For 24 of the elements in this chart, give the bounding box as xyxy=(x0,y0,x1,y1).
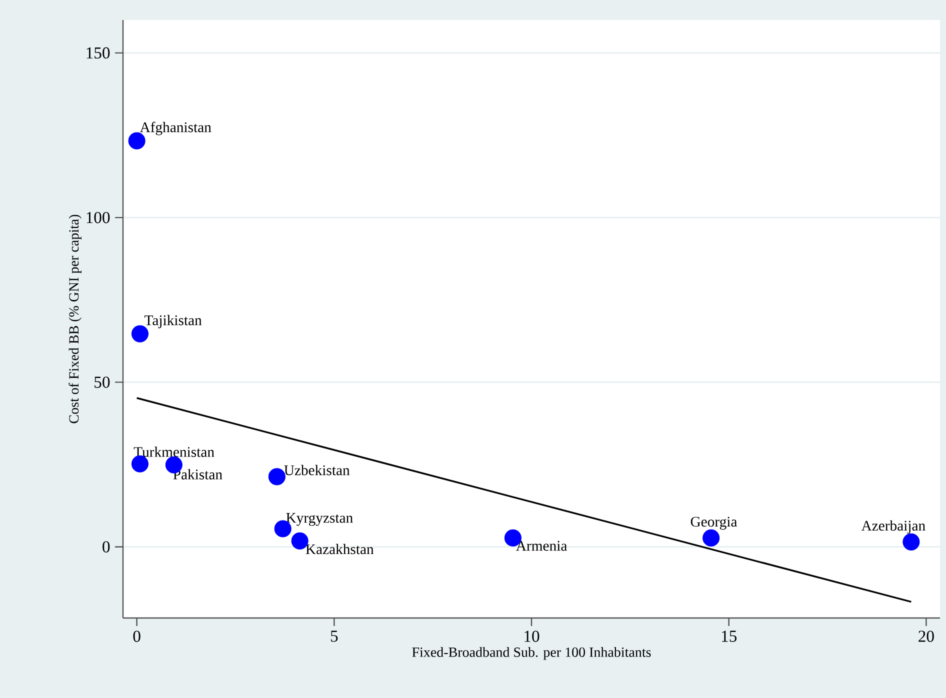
y-tick-label: 100 xyxy=(86,212,110,224)
annotation: Georgia xyxy=(690,516,738,530)
x-tick-label: 15 xyxy=(722,630,737,642)
point xyxy=(131,455,149,472)
y-tick-label: 50 xyxy=(94,376,110,388)
y-tick-label: 0 xyxy=(102,541,110,552)
point xyxy=(902,533,920,550)
annotation: Armenia xyxy=(516,540,568,551)
annotation: Kazakhstan xyxy=(306,544,374,554)
x-tick-label: 5 xyxy=(330,630,338,642)
y-tick-label: 150 xyxy=(86,47,110,59)
x-axis-title: Fixed-Broadband Sub. per 100 Inhabitants xyxy=(412,647,651,660)
x-tick-label: 10 xyxy=(524,630,540,642)
annotation: Uzbekistan xyxy=(284,464,350,476)
point xyxy=(702,529,720,546)
x-tick-label: 20 xyxy=(918,630,934,642)
x-tick-label: 0 xyxy=(133,630,140,642)
y-axis-title: Cost of Fixed BB (% GNI per capita) xyxy=(68,214,82,424)
annotation: Tajikistan xyxy=(144,314,202,328)
annotation: Azerbaijan xyxy=(861,520,926,534)
annotation: Afghanistan xyxy=(140,122,212,136)
annotation: Turkmenistan xyxy=(134,446,214,457)
annotation: Kyrgyzstan xyxy=(286,513,353,526)
point xyxy=(268,468,286,486)
